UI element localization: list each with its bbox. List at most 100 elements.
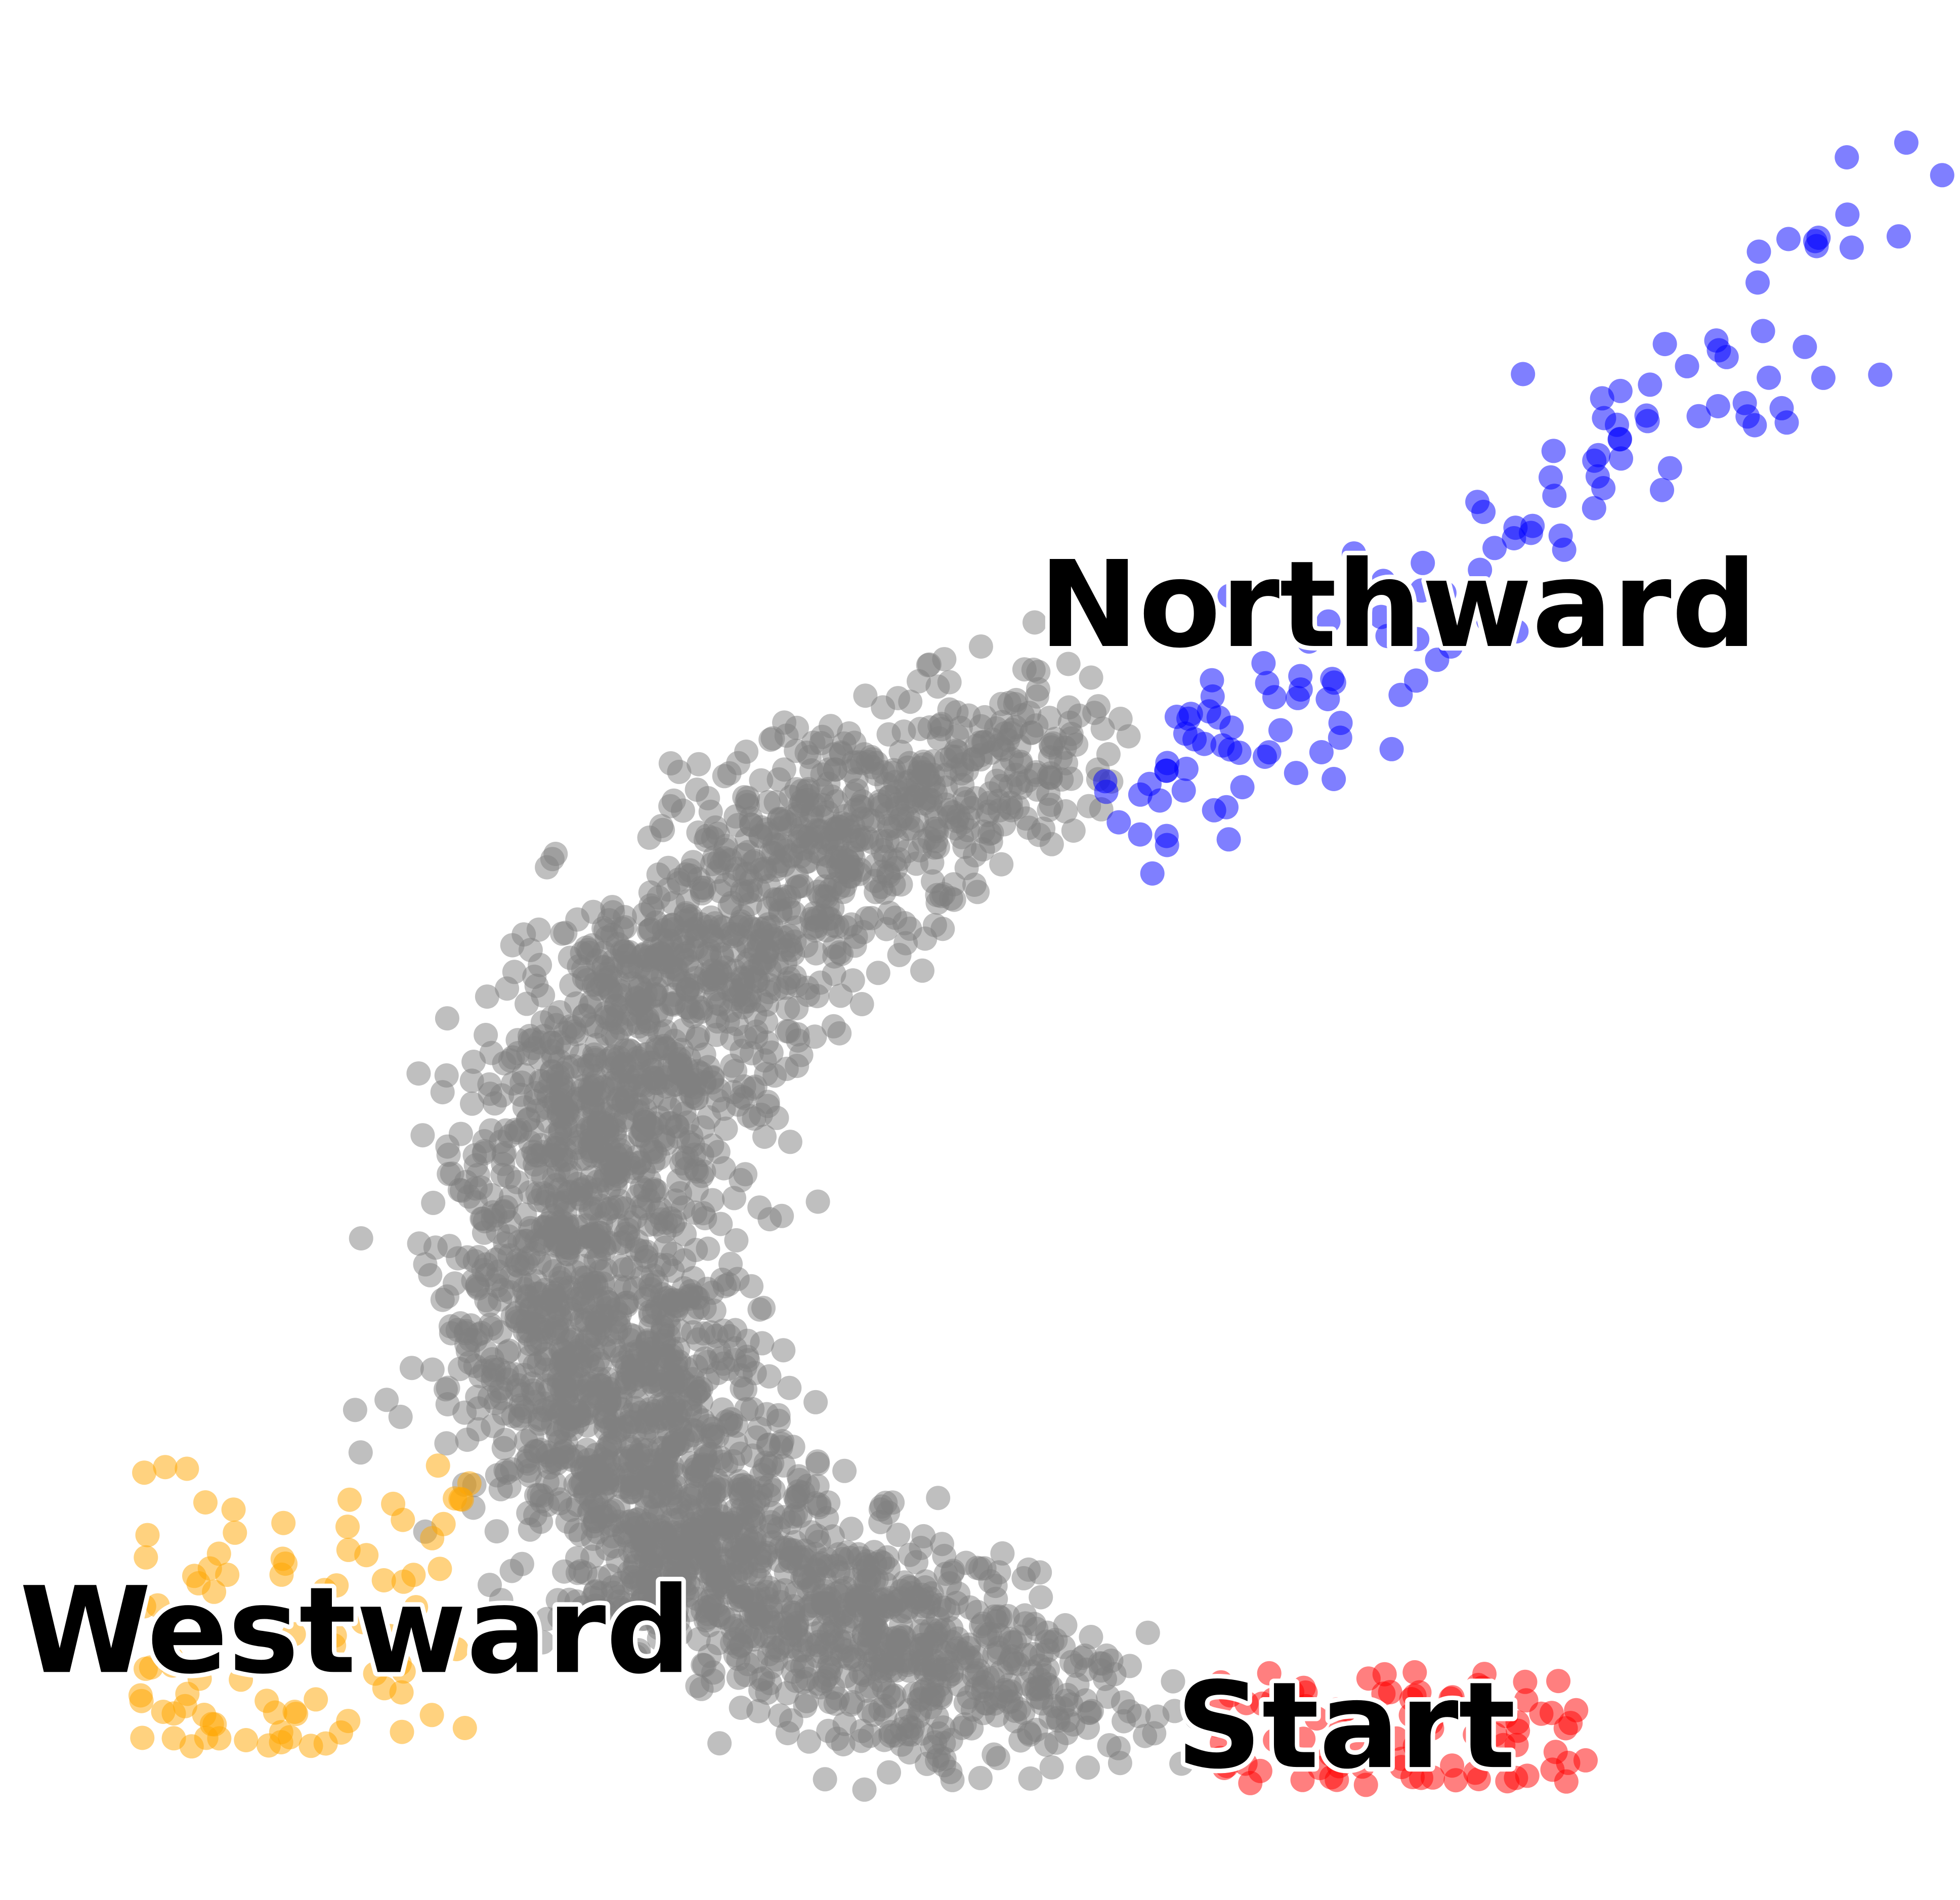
point-other <box>1053 1613 1078 1637</box>
point-northward <box>1140 861 1165 886</box>
point-other <box>623 1396 648 1420</box>
point-other <box>406 1061 431 1086</box>
point-westward <box>381 1491 406 1516</box>
point-other <box>758 1597 783 1622</box>
point-other <box>1006 1652 1031 1676</box>
point-other <box>482 1091 507 1116</box>
point-other <box>1135 1620 1160 1645</box>
point-other <box>693 828 718 852</box>
point-other <box>909 1536 933 1560</box>
point-other <box>493 1428 518 1452</box>
point-other <box>594 1005 619 1029</box>
point-other <box>564 991 588 1016</box>
point-northward <box>1930 163 1954 188</box>
point-other <box>1054 1689 1079 1713</box>
point-other <box>1043 726 1068 751</box>
point-other <box>1048 746 1073 770</box>
point-other <box>550 1148 575 1173</box>
point-other <box>522 964 547 989</box>
point-other <box>917 652 942 677</box>
point-start <box>1409 1765 1433 1790</box>
point-westward <box>173 1694 197 1718</box>
point-other <box>869 794 894 819</box>
point-other <box>1118 1654 1142 1678</box>
point-other <box>624 1569 649 1594</box>
point-westward <box>199 1712 224 1737</box>
point-other <box>636 919 661 943</box>
point-other <box>601 1333 626 1358</box>
point-other <box>1044 1730 1069 1755</box>
point-other <box>1026 677 1050 702</box>
point-westward <box>153 1455 178 1480</box>
point-start <box>1325 1697 1350 1721</box>
point-northward <box>1511 362 1536 386</box>
point-other <box>752 1457 777 1482</box>
point-other <box>663 1604 688 1629</box>
point-other <box>515 991 539 1016</box>
point-other <box>878 1586 903 1611</box>
point-start <box>1472 1662 1497 1687</box>
point-westward <box>229 1667 253 1692</box>
point-other <box>418 1263 443 1287</box>
point-other <box>663 957 688 982</box>
point-other <box>718 972 743 997</box>
point-westward <box>322 1623 347 1648</box>
point-other <box>819 1642 843 1666</box>
point-other <box>762 887 787 912</box>
point-other <box>349 1226 373 1250</box>
point-other <box>671 1145 696 1170</box>
point-other <box>707 1338 732 1363</box>
point-other <box>613 1523 637 1547</box>
point-other <box>460 1091 484 1116</box>
point-westward <box>257 1733 281 1758</box>
point-northward <box>1375 624 1400 649</box>
point-other <box>977 822 1002 846</box>
point-northward <box>1582 496 1606 521</box>
point-other <box>550 1105 575 1130</box>
point-northward <box>1128 822 1153 847</box>
point-other <box>788 824 813 848</box>
point-other <box>932 1543 957 1568</box>
point-other <box>956 817 981 842</box>
point-northward <box>1253 745 1277 769</box>
point-other <box>1142 1721 1167 1746</box>
point-other <box>561 1054 586 1078</box>
point-other <box>747 1195 772 1220</box>
point-start <box>1554 1769 1579 1794</box>
point-northward <box>1686 404 1711 428</box>
point-northward <box>1468 557 1493 582</box>
point-other <box>519 1297 544 1321</box>
point-northward <box>1425 647 1450 672</box>
point-other <box>734 740 759 764</box>
point-other <box>1000 718 1025 742</box>
point-westward <box>335 1515 360 1539</box>
point-northward <box>1635 409 1660 434</box>
point-other <box>729 1633 753 1658</box>
point-other <box>825 914 849 939</box>
point-westward <box>193 1490 218 1515</box>
point-westward <box>431 1512 456 1536</box>
point-other <box>672 1578 697 1603</box>
point-northward <box>1404 668 1428 693</box>
point-start <box>1463 1722 1487 1747</box>
point-other <box>803 1390 828 1414</box>
point-westward <box>223 1520 247 1545</box>
point-northward <box>1675 354 1699 378</box>
point-northward <box>1154 758 1179 783</box>
point-other <box>637 1212 662 1237</box>
point-other <box>1013 1611 1038 1636</box>
point-start <box>1261 1687 1286 1712</box>
point-westward <box>187 1666 212 1691</box>
point-other <box>913 1661 938 1686</box>
point-other <box>989 852 1014 877</box>
point-other <box>527 1483 551 1507</box>
point-start <box>1420 1716 1444 1741</box>
point-other <box>733 1537 758 1562</box>
point-northward <box>1774 410 1799 435</box>
point-other <box>802 793 827 817</box>
point-other <box>799 758 824 783</box>
point-other <box>656 1313 681 1337</box>
point-other <box>512 1277 536 1302</box>
point-other <box>686 1024 710 1049</box>
point-other <box>1022 610 1047 635</box>
